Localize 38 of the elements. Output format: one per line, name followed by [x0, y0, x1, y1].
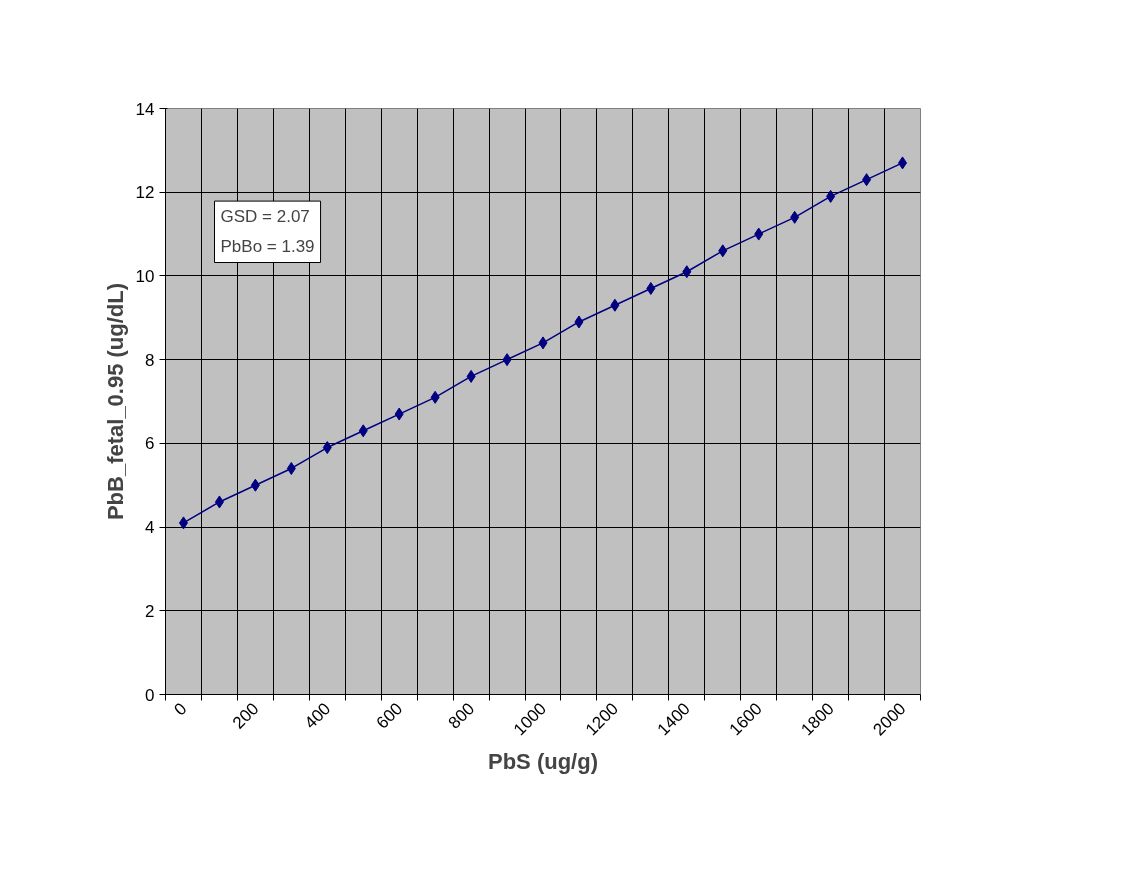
point [394, 407, 404, 421]
y-tick-label: 6 [145, 434, 155, 454]
y-tick-label: 4 [145, 518, 155, 538]
point [466, 369, 476, 383]
x-tick-label: 0 [170, 699, 191, 720]
point [898, 156, 908, 170]
point [214, 495, 224, 509]
x-tick-label: 800 [444, 699, 479, 733]
point [718, 244, 728, 258]
x-tick-label: 200 [228, 699, 263, 733]
y-tick-label: 0 [145, 685, 155, 705]
point [610, 298, 620, 312]
annotation: PbBo = 1.39 [220, 237, 315, 257]
point [322, 441, 332, 455]
x-tick-label: 400 [300, 699, 335, 733]
x-axis-title: PbS (ug/g) [488, 748, 598, 774]
x-tick-label: 600 [372, 699, 407, 733]
point [574, 315, 584, 329]
point [250, 478, 260, 492]
point [682, 265, 692, 279]
y-tick-label: 12 [135, 183, 155, 203]
y-tick-label: 10 [135, 266, 155, 286]
annotation: GSD = 2.07 [220, 207, 310, 227]
point [286, 461, 296, 475]
y-tick-label: 8 [145, 350, 155, 370]
point [754, 227, 764, 241]
point [646, 281, 656, 295]
y-tick-label: 14 [135, 99, 155, 119]
y-axis-title: PbB_fetal_0.95 (ug/dL) [102, 282, 128, 521]
point [862, 173, 872, 187]
point [826, 189, 836, 203]
point [430, 390, 440, 404]
point [538, 336, 548, 350]
point [358, 424, 368, 438]
point [502, 353, 512, 367]
point [178, 516, 188, 530]
y-tick-label: 2 [145, 601, 155, 621]
point [790, 210, 800, 224]
